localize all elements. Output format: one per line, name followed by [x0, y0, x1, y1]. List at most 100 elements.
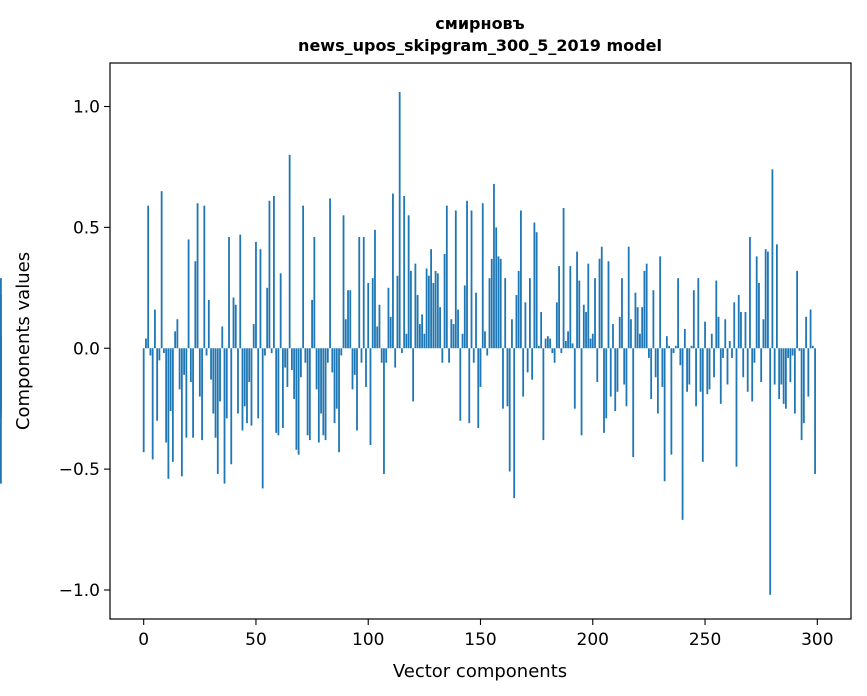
- bar-202: [596, 348, 599, 383]
- bar-255: [715, 280, 718, 349]
- bar-182: [551, 348, 554, 354]
- bar-289: [791, 348, 794, 356]
- bar-164: [511, 319, 513, 349]
- bar-51: [257, 348, 260, 419]
- bar-14: [174, 331, 177, 349]
- bar-2: [147, 205, 150, 349]
- bar-57: [270, 348, 273, 354]
- y-tick-label: −0.5: [59, 460, 100, 480]
- bar-268: [744, 311, 747, 349]
- bar-141: [459, 348, 462, 421]
- bar-282: [776, 244, 778, 349]
- bar-284: [780, 348, 783, 385]
- bar-92: [349, 290, 352, 349]
- bar-133: [441, 348, 444, 363]
- bar-151: [481, 203, 484, 349]
- bar-229: [656, 348, 659, 414]
- bar-234: [668, 345, 671, 349]
- bar-148: [475, 292, 477, 349]
- bar-139: [454, 210, 457, 349]
- x-tick-label: 150: [464, 630, 496, 650]
- bar-212: [618, 316, 621, 349]
- bar-206: [605, 348, 608, 419]
- bar-149: [477, 348, 480, 429]
- bar-296: [807, 348, 810, 397]
- bar-238: [677, 278, 679, 349]
- bar-198: [587, 263, 590, 349]
- bar-203: [598, 258, 601, 349]
- bar-242: [686, 348, 688, 392]
- bar-37: [225, 348, 228, 419]
- bar-243: [688, 348, 691, 385]
- bar-46: [246, 348, 248, 424]
- bar-34: [219, 348, 221, 402]
- bar-267: [742, 348, 745, 378]
- bar-54: [264, 348, 266, 356]
- bar-107: [383, 348, 385, 474]
- bar-201: [594, 278, 596, 349]
- bar-86: [335, 348, 338, 409]
- bar-199: [589, 338, 592, 349]
- bar-174: [533, 222, 536, 349]
- bar-190: [569, 266, 572, 349]
- bar-52: [259, 249, 262, 349]
- bar-184: [555, 302, 558, 349]
- bar-137: [450, 319, 453, 349]
- bar-69: [297, 348, 300, 455]
- bar-147: [472, 348, 475, 363]
- bar-95: [356, 348, 358, 431]
- bar-140: [457, 309, 459, 349]
- bar-261: [728, 341, 731, 349]
- bar-277: [764, 249, 767, 349]
- bar-9: [162, 348, 165, 354]
- bar-73: [306, 348, 309, 436]
- bar-204: [600, 246, 603, 349]
- bar-4: [151, 348, 154, 460]
- bar-158: [497, 256, 500, 349]
- bar-210: [614, 348, 617, 412]
- bar-152: [484, 331, 486, 349]
- bar-167: [517, 270, 520, 349]
- x-tick-label: 200: [577, 630, 609, 650]
- bar-55: [266, 287, 269, 349]
- bar-98: [362, 237, 365, 349]
- bar-278: [767, 251, 769, 349]
- bar-22: [192, 348, 194, 438]
- bar-187: [562, 208, 565, 349]
- bar-10: [165, 348, 168, 443]
- bar-118: [407, 215, 410, 349]
- bar-60: [277, 348, 280, 436]
- bar-211: [616, 348, 619, 392]
- bar-181: [549, 338, 552, 349]
- bar-196: [582, 304, 585, 349]
- bar-249: [701, 348, 704, 462]
- bar-128: [430, 249, 432, 349]
- bar-227: [652, 290, 655, 349]
- bar-247: [697, 278, 700, 349]
- bar-120: [412, 348, 415, 402]
- bar-154: [488, 278, 491, 349]
- bar-175: [535, 232, 538, 349]
- bar-96: [358, 237, 361, 349]
- bar-150: [479, 348, 482, 387]
- bar-114: [398, 92, 401, 349]
- bar-136: [448, 348, 450, 363]
- bar-216: [627, 246, 630, 349]
- bar-279: [769, 348, 772, 595]
- bar-294: [802, 348, 805, 424]
- bar-112: [394, 348, 397, 368]
- bar-244: [690, 345, 693, 349]
- x-tick-label: 50: [245, 630, 267, 650]
- bar-78: [317, 348, 320, 443]
- y-tick-label: 1.0: [73, 98, 100, 118]
- bar-271: [751, 348, 754, 402]
- bar-71: [302, 205, 305, 349]
- bar-56: [268, 200, 271, 349]
- bar-135: [445, 205, 448, 349]
- bar-75: [311, 299, 313, 349]
- bar-132: [439, 307, 441, 349]
- bar-228: [654, 348, 657, 378]
- bar-276: [762, 319, 765, 349]
- bar-110: [389, 316, 392, 349]
